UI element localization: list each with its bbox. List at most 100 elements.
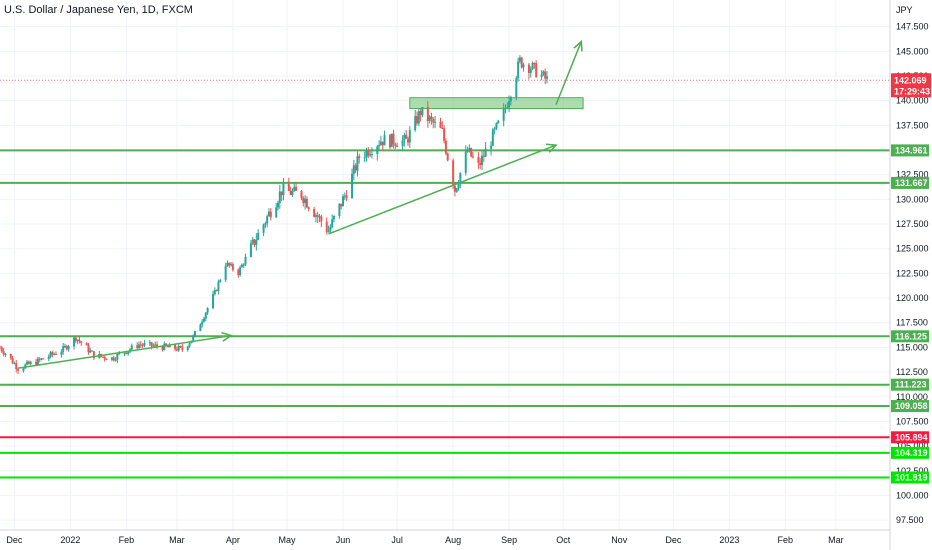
y-tick-label: 97.500 — [896, 515, 924, 525]
candle-body — [193, 331, 196, 336]
candle-body — [15, 363, 18, 370]
candle-body — [295, 186, 298, 191]
y-tick-label: 120.000 — [896, 293, 929, 303]
candle-body — [342, 196, 345, 207]
y-tick-label: 110.000 — [896, 392, 928, 402]
candle-body — [477, 157, 480, 163]
candle-body — [112, 357, 115, 361]
candle-body — [403, 134, 406, 141]
candle-body — [497, 120, 500, 123]
candle-body — [275, 207, 278, 218]
candle-body — [452, 160, 455, 186]
candle-body — [226, 262, 229, 266]
candle-body — [166, 346, 169, 348]
candle-body — [17, 369, 20, 371]
candle-body — [42, 358, 45, 360]
candle-body — [175, 349, 178, 351]
level-price-tag — [891, 446, 929, 459]
candle-body — [414, 116, 417, 131]
candle-body — [168, 344, 171, 348]
x-tick-label: 2022 — [60, 535, 80, 545]
candle-body — [313, 209, 316, 217]
candle-body — [471, 156, 474, 158]
candle-body — [444, 140, 447, 154]
candle-body — [396, 145, 399, 147]
candle-body — [517, 61, 520, 79]
level-price-label: 111.223 — [895, 380, 927, 390]
candle-body — [188, 343, 191, 347]
candle-body — [343, 195, 346, 197]
current-price-label: 142.069 — [894, 75, 927, 85]
candle-body — [217, 281, 220, 292]
candle-body — [502, 108, 505, 121]
x-tick-label: Dec — [665, 535, 682, 545]
candle-body — [9, 353, 12, 359]
candle-body — [307, 207, 310, 210]
candle-body — [76, 339, 79, 341]
candle-body — [515, 78, 518, 98]
candle-body — [22, 368, 25, 371]
y-tick-label: 147.500 — [896, 22, 929, 32]
candle-body — [242, 264, 245, 266]
candle-body — [213, 290, 216, 295]
chart-title: U.S. Dollar / Japanese Yen, 1D, FXCM — [4, 4, 193, 16]
candle-body — [540, 74, 543, 78]
trendlines[interactable] — [17, 39, 583, 369]
candle-body — [282, 184, 285, 196]
candle-body — [406, 138, 409, 143]
candle-body — [302, 197, 305, 203]
x-tick-label: 2023 — [719, 535, 739, 545]
candle-body — [545, 76, 548, 79]
candle-body — [219, 279, 222, 282]
candle-body — [493, 128, 496, 130]
candle-body — [215, 290, 218, 292]
y-tick-label: 127.500 — [896, 219, 929, 229]
y-tick-label: 100.000 — [896, 490, 929, 500]
candle-body — [280, 191, 283, 196]
candle-body — [29, 361, 32, 365]
trendline[interactable] — [555, 41, 582, 105]
trendline[interactable] — [17, 334, 232, 369]
y-tick-label: 122.500 — [896, 268, 929, 278]
candle-body — [91, 350, 94, 352]
trendline[interactable] — [328, 144, 557, 235]
candle-body — [141, 344, 144, 346]
candle-body — [38, 358, 41, 360]
candle-body — [457, 184, 460, 189]
candle-body — [148, 342, 151, 344]
candle-body — [390, 133, 393, 148]
level-price-tag — [891, 144, 929, 157]
candle-body — [125, 352, 128, 354]
candle-body — [152, 345, 155, 347]
support-zone[interactable] — [409, 97, 584, 110]
candle-body — [0, 347, 1, 349]
candle-body — [291, 190, 294, 195]
level-price-label: 131.667 — [895, 178, 928, 188]
horizontal-levels — [0, 79, 890, 479]
candle-body — [518, 57, 521, 62]
candle-body — [318, 216, 321, 218]
candle-body — [199, 324, 202, 332]
candle-body — [314, 215, 317, 217]
candle-body — [417, 111, 420, 124]
y-tick-label: 140.000 — [896, 96, 929, 106]
x-tick-label: Oct — [556, 535, 571, 545]
candle-body — [381, 141, 384, 146]
price-axis[interactable] — [0, 0, 891, 550]
candle-body — [369, 154, 372, 156]
candle-body — [139, 344, 142, 346]
candle-body — [177, 346, 180, 351]
candle-body — [484, 148, 487, 157]
candle-body — [201, 321, 204, 325]
candle-body — [150, 342, 153, 347]
support-zone-box[interactable] — [409, 97, 584, 110]
y-tick-label: 115.000 — [896, 342, 928, 352]
candle-body — [468, 147, 471, 151]
y-tick-label: 132.500 — [896, 170, 929, 180]
candle-body — [376, 146, 379, 154]
candle-body — [54, 353, 57, 355]
candle-body — [138, 344, 141, 348]
candle-body — [101, 356, 104, 358]
